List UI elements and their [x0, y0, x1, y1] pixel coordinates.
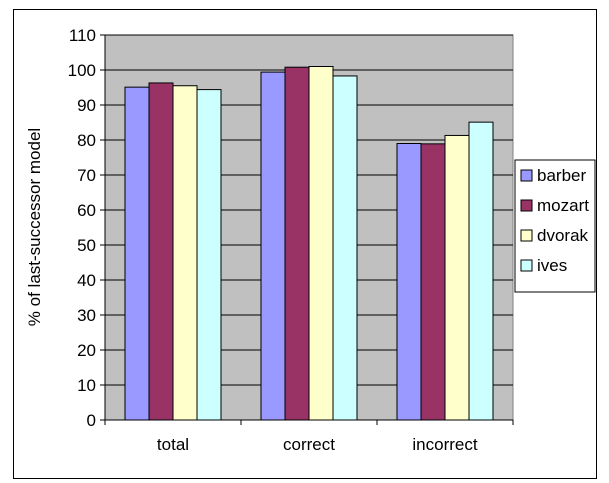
- bar-dvorak-correct: [308, 66, 334, 421]
- legend-swatch-barber: [520, 169, 533, 182]
- bar-dvorak-total: [172, 85, 198, 421]
- bar-ives-incorrect: [468, 121, 494, 421]
- x-tick-label: total: [157, 435, 189, 454]
- y-tick-label: 40: [77, 271, 96, 290]
- y-tick-label: 60: [77, 201, 96, 220]
- legend-label-barber: barber: [537, 166, 586, 185]
- bar-barber-total: [124, 86, 150, 421]
- legend-label-dvorak: dvorak: [537, 226, 589, 245]
- y-axis-ticks: 0 10 20 30 40 50 60 70 80 90 100 110: [68, 26, 105, 430]
- y-tick-label: 20: [77, 341, 96, 360]
- y-tick-label: 10: [77, 376, 96, 395]
- bar-ives-correct: [332, 75, 358, 421]
- legend-swatch-dvorak: [520, 229, 533, 242]
- bar-dvorak-incorrect: [444, 134, 470, 421]
- legend-swatch-ives: [520, 259, 533, 272]
- bar-barber-incorrect: [396, 143, 422, 421]
- y-axis-label: % of last-successor model: [25, 128, 44, 326]
- legend-label-ives: ives: [537, 256, 567, 275]
- y-tick-label: 30: [77, 306, 96, 325]
- x-tick-label: incorrect: [412, 435, 477, 454]
- bar-mozart-total: [148, 82, 174, 421]
- y-tick-label: 80: [77, 131, 96, 150]
- y-tick-label: 0: [87, 411, 96, 430]
- bar-barber-correct: [260, 71, 286, 421]
- bar-mozart-correct: [284, 66, 310, 421]
- y-tick-label: 70: [77, 166, 96, 185]
- y-tick-label: 50: [77, 236, 96, 255]
- legend: barber mozart dvorak ives: [514, 159, 596, 293]
- legend-swatch-mozart: [520, 199, 533, 212]
- y-tick-label: 110: [69, 26, 96, 45]
- bars: [124, 66, 494, 421]
- bar-ives-total: [196, 89, 222, 421]
- x-tick-label: correct: [283, 435, 335, 454]
- bar-mozart-incorrect: [420, 143, 446, 421]
- y-tick-label: 90: [77, 96, 96, 115]
- y-tick-label: 100: [68, 61, 96, 80]
- legend-label-mozart: mozart: [537, 196, 589, 215]
- x-axis-ticks: total correct incorrect: [104, 420, 514, 454]
